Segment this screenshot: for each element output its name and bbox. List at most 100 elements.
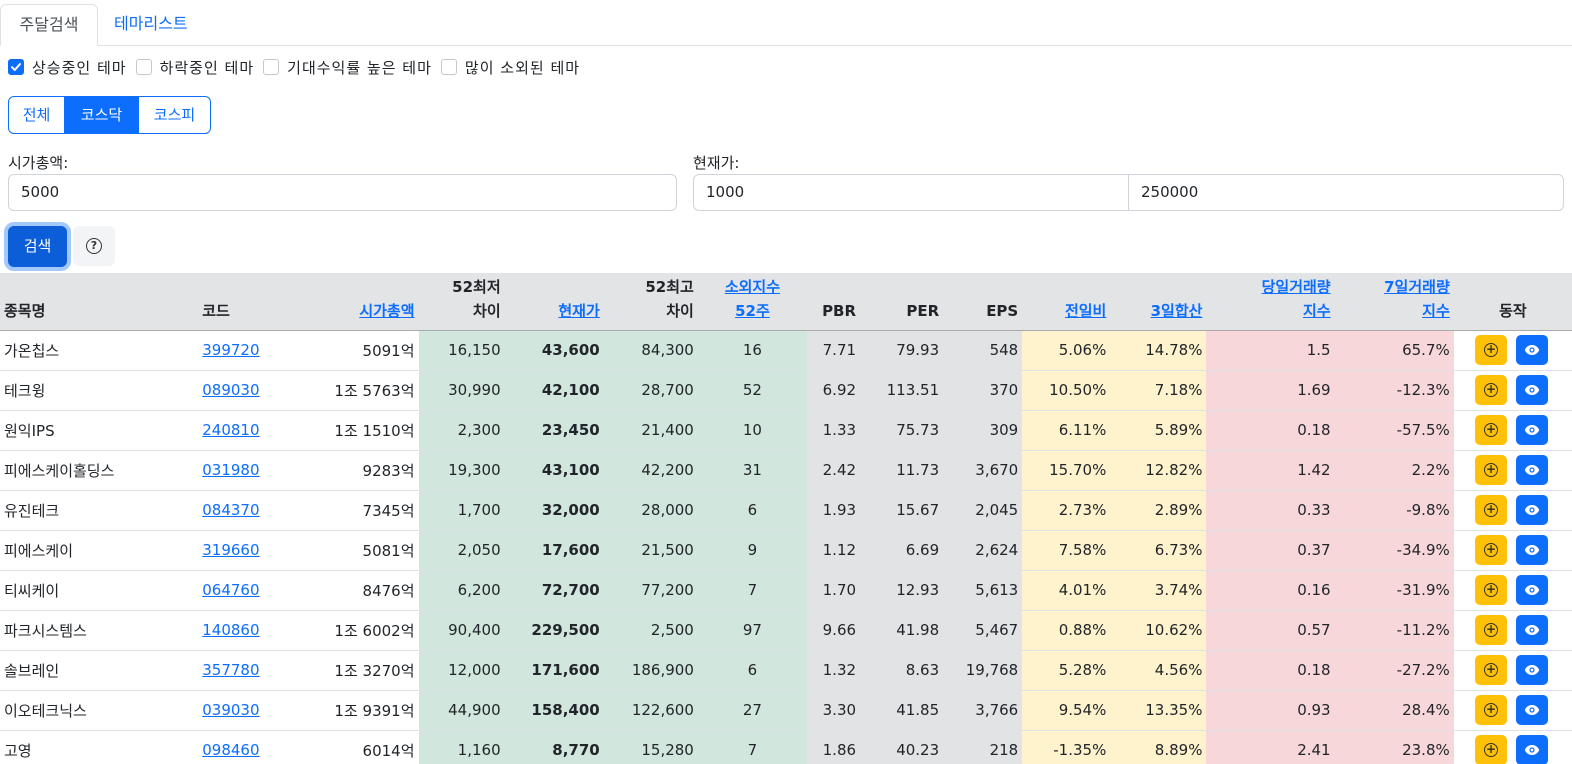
stock-code-link[interactable]: 098460 [202,741,260,759]
header-eps: EPS [943,273,1023,331]
eye-icon [1524,385,1540,395]
filter-falling-theme[interactable]: 하락중인 테마 [135,57,255,78]
cell-vtoday: 0.93 [1206,690,1335,731]
header-volume-7d[interactable]: 7일거래량 지수 [1334,273,1454,331]
checkbox-icon[interactable] [135,59,152,75]
cell-cap: 1조 3270억 [294,650,419,691]
cell-three: 5.89% [1110,410,1207,451]
stock-code-link[interactable]: 031980 [202,461,260,479]
stock-code-link[interactable]: 089030 [202,381,260,399]
header-three-day[interactable]: 3일합산 [1110,273,1207,331]
tab-theme-list[interactable]: 테마리스트 [114,14,188,33]
add-button[interactable]: + [1475,375,1507,405]
filter-rising-theme[interactable]: 상승중인 테마 [8,57,127,78]
add-button[interactable]: + [1475,335,1507,365]
cell-vtoday: 0.33 [1206,490,1335,531]
cell-code: 357780 [198,650,295,691]
stock-code-link[interactable]: 240810 [202,421,260,439]
filter-high-return-theme[interactable]: 기대수익률 높은 테마 [263,57,432,78]
header-price[interactable]: 현재가 [504,273,604,331]
header-prev-change[interactable]: 전일비 [1022,273,1111,331]
market-all-button[interactable]: 전체 [8,96,65,134]
eye-icon [1524,625,1540,635]
cell-eps: 2,624 [943,530,1023,571]
header-neglect-index[interactable]: 소외지수 52주 [697,273,807,331]
cell-prev: 15.70% [1022,450,1111,491]
checkbox-icon[interactable] [263,59,280,75]
checkbox-icon[interactable] [440,59,457,75]
view-button[interactable] [1516,335,1548,365]
add-button[interactable]: + [1475,615,1507,645]
header-volume-today[interactable]: 당일거래량 지수 [1206,273,1335,331]
filter-neglected-theme[interactable]: 많이 소외된 테마 [440,57,580,78]
add-button[interactable]: + [1475,415,1507,445]
stock-code-link[interactable]: 357780 [202,661,260,679]
eye-icon [1524,745,1540,755]
table-row: 이오테크닉스 039030 1조 9391억 44,900 158,400 122,600… [0,690,1572,731]
cell-prev: 6.11% [1022,410,1111,451]
cell-vtoday: 1.42 [1206,450,1335,491]
market-kospi-button[interactable]: 코스피 [138,96,211,134]
cell-name: 원익IPS [0,410,199,451]
cell-three: 10.62% [1110,610,1207,651]
view-button[interactable] [1516,575,1548,605]
add-button[interactable]: + [1475,455,1507,485]
cell-v7: 28.4% [1334,690,1454,731]
cell-vtoday: 1.5 [1206,330,1335,371]
cell-cap: 7345억 [294,490,419,531]
cell-high: 28,000 [603,490,698,531]
header-per: PER [860,273,944,331]
cell-code: 140860 [198,610,295,651]
view-button[interactable] [1516,695,1548,725]
stock-code-link[interactable]: 064760 [202,581,260,599]
cell-neglect: 27 [697,690,807,731]
add-button[interactable]: + [1475,575,1507,605]
cell-v7: -57.5% [1334,410,1454,451]
view-button[interactable] [1516,415,1548,445]
cell-actions: + [1453,450,1572,491]
cell-low: 1,700 [418,490,505,531]
header-market-cap[interactable]: 시가총액 [294,273,419,331]
cell-vtoday: 0.16 [1206,570,1335,611]
add-button[interactable]: + [1475,695,1507,725]
stock-code-link[interactable]: 084370 [202,501,260,519]
cell-cap: 1조 1510억 [294,410,419,451]
cell-vtoday: 0.18 [1206,410,1335,451]
cell-price: 43,600 [504,330,604,371]
view-button[interactable] [1516,375,1548,405]
stock-code-link[interactable]: 039030 [202,701,260,719]
tab-stock-search[interactable]: 주달검색 [0,4,98,46]
view-button[interactable] [1516,615,1548,645]
cell-eps: 3,670 [943,450,1023,491]
stock-code-link[interactable]: 319660 [202,541,260,559]
eye-icon [1524,585,1540,595]
help-button[interactable]: ? [73,226,115,266]
view-button[interactable] [1516,535,1548,565]
add-button[interactable]: + [1475,535,1507,565]
cell-high: 186,900 [603,650,698,691]
stock-table: 종목명 코드 시가총액 52최저 차이 현재가 52최고 차이 소외지수 52주 PB… [0,273,1572,764]
header-high52: 52최고 차이 [603,273,698,331]
price-min-input[interactable]: 1000 [693,174,1129,211]
add-button[interactable]: + [1475,495,1507,525]
add-button[interactable]: + [1475,655,1507,685]
market-cap-input[interactable]: 5000 [8,174,677,211]
market-kosdaq-button[interactable]: 코스닥 [65,96,138,134]
view-button[interactable] [1516,455,1548,485]
stock-code-link[interactable]: 140860 [202,621,260,639]
checkbox-checked-icon[interactable] [8,59,24,75]
table-row: 티씨케이 064760 8476억 6,200 72,700 77,200 7 1.70 12.… [0,570,1572,611]
cell-code: 031980 [198,450,295,491]
view-button[interactable] [1516,495,1548,525]
cell-pbr: 1.70 [806,570,861,611]
price-max-input[interactable]: 250000 [1129,174,1564,211]
stock-code-link[interactable]: 399720 [202,341,260,359]
view-button[interactable] [1516,735,1548,764]
cell-eps: 5,613 [943,570,1023,611]
search-button[interactable]: 검색 [8,226,67,267]
view-button[interactable] [1516,655,1548,685]
plus-circle-icon: + [1484,422,1498,437]
cell-price: 42,100 [504,370,604,411]
add-button[interactable]: + [1475,735,1507,764]
header-name: 종목명 [0,273,199,331]
